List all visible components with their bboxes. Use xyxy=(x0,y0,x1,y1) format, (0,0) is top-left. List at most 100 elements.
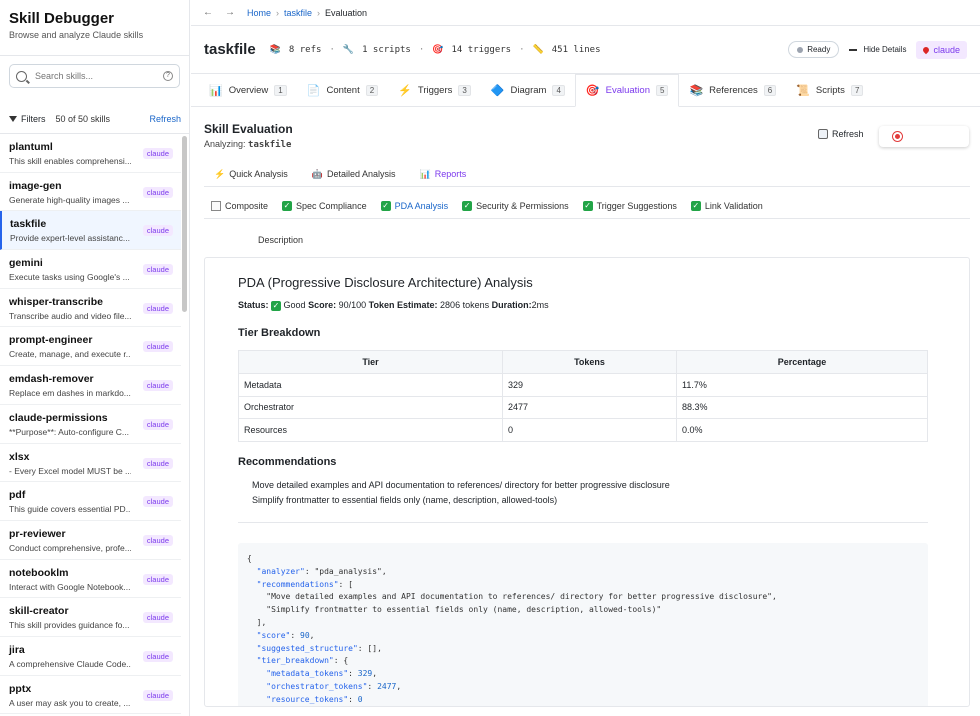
skill-source-badge: claude xyxy=(142,650,173,662)
check-tab-link-validation[interactable]: ✓ Link Validation xyxy=(684,197,770,218)
table-header-cell: Percentage xyxy=(676,350,928,374)
subtab-detailed-analysis[interactable]: 🤖 Detailed Analysis xyxy=(302,163,406,186)
help-icon[interactable]: ? xyxy=(163,71,173,81)
skill-source-badge: claude xyxy=(142,225,173,237)
tab-evaluation[interactable]: 🎯 Evaluation 5 xyxy=(574,74,680,107)
robot-icon: 🤖 xyxy=(311,169,323,179)
filters-button[interactable]: Filters xyxy=(21,113,46,124)
skill-list-item[interactable]: claude-permissions **Purpose**: Auto-conf… xyxy=(0,405,181,444)
check-tab-label: PDA Analysis xyxy=(394,201,449,211)
check-tab-trigger-suggestions[interactable]: ✓ Trigger Suggestions xyxy=(576,197,684,218)
forward-arrow-icon[interactable]: → xyxy=(225,7,235,18)
tab-label: Triggers xyxy=(417,84,453,96)
skill-description: Replace em dashes in markdo... xyxy=(9,388,131,399)
json-line: "suggested_structure": [], xyxy=(256,643,382,653)
chart-icon: 📊 xyxy=(419,169,431,179)
skill-list-item[interactable]: pptx A user may ask you to create, ... cla… xyxy=(0,676,181,715)
skill-list-item[interactable]: prompt-engineer Create, manage, and execu… xyxy=(0,327,181,367)
skill-list-item[interactable]: xlsx - Every Excel model MUST be ... claud… xyxy=(0,444,181,483)
tab-label: References xyxy=(709,84,758,96)
skill-source-badge: claude xyxy=(142,689,173,701)
skill-name: whisper-transcribe xyxy=(9,295,103,308)
hide-details-button[interactable]: Hide Details xyxy=(849,45,906,54)
breadcrumb-home[interactable]: Home xyxy=(247,7,272,18)
document-icon xyxy=(211,201,221,211)
minus-icon xyxy=(849,48,858,51)
skill-description: **Purpose**: Auto-configure C... xyxy=(9,426,130,437)
tab-overview[interactable]: 📊 Overview 1 xyxy=(199,74,297,106)
check-tab-label: Spec Compliance xyxy=(296,201,367,211)
check-tab-label: Trigger Suggestions xyxy=(596,201,677,211)
json-line: "resource_tokens": 0 xyxy=(266,694,363,704)
skill-name: skill-creator xyxy=(9,605,69,618)
skill-list-item[interactable]: pr-reviewer Conduct comprehensive, profe.… xyxy=(0,521,181,560)
lines-count: 451 lines xyxy=(551,44,601,55)
skill-description: This skill enables comprehensi... xyxy=(9,156,131,166)
table-cell: 329 xyxy=(502,373,677,397)
user-name: claude xyxy=(933,44,960,55)
tab-references[interactable]: 📚 References 6 xyxy=(679,74,786,106)
status-label: Status: xyxy=(238,300,269,310)
subtab-quick-analysis[interactable]: ⚡ Quick Analysis xyxy=(204,163,298,186)
subtab-reports[interactable]: 📊 Reports xyxy=(410,163,477,186)
check-tab-spec-compliance[interactable]: ✓ Spec Compliance xyxy=(275,197,374,218)
skill-name: emdash-remover xyxy=(9,373,94,386)
sidebar-scrollbar[interactable] xyxy=(182,136,187,312)
skill-description: A user may ask you to create, ... xyxy=(9,697,131,708)
tier-table: Tier Tokens Percentage Metadata 329 11.7% Orc… xyxy=(238,350,928,442)
skill-list-item[interactable]: emdash-remover Replace em dashes in markd… xyxy=(0,366,181,405)
table-cell: 0.0% xyxy=(676,418,928,442)
meta-separator: · xyxy=(519,44,525,55)
tab-diagram[interactable]: 🔷 Diagram 4 xyxy=(481,74,575,106)
search-input[interactable] xyxy=(35,71,163,81)
check-tab-pda-analysis[interactable]: ✓ PDA Analysis xyxy=(374,197,456,218)
skill-list-item[interactable]: image-gen Generate high-quality images ..… xyxy=(0,173,181,212)
ruler-icon: 📏 xyxy=(532,44,544,55)
evaluation-refresh-button[interactable]: Refresh xyxy=(818,129,864,139)
tab-label: Scripts xyxy=(815,84,845,96)
skill-list-item[interactable]: notebooklm Interact with Google Notebook.… xyxy=(0,560,181,599)
json-line: "analyzer": "pda_analysis", xyxy=(256,566,387,576)
check-icon: ✓ xyxy=(582,201,593,211)
skill-source-badge: claude xyxy=(142,534,173,546)
breadcrumb-skill[interactable]: taskfile xyxy=(284,7,313,18)
table-row: Metadata 329 11.7% xyxy=(238,373,928,397)
score-value: 90/100 xyxy=(338,300,367,310)
pin-icon xyxy=(922,45,931,54)
skill-list-item[interactable]: gemini Execute tasks using Google's ... cl… xyxy=(0,250,181,289)
target-icon: 🎯 xyxy=(432,44,444,55)
tab-triggers[interactable]: ⚡ Triggers 3 xyxy=(388,74,481,106)
skill-description: Transcribe audio and video file... xyxy=(9,310,131,321)
skill-source-badge: claude xyxy=(142,148,173,159)
refs-count: 8 refs xyxy=(288,44,322,55)
filter-icon[interactable] xyxy=(9,115,17,122)
skill-list-item[interactable]: taskfile Provide expert-level assistanc..… xyxy=(0,211,181,251)
skill-list-item[interactable]: plantuml This skill enables comprehensi..… xyxy=(0,134,181,173)
report-title: PDA (Progressive Disclosure Architecture… xyxy=(238,275,533,290)
back-arrow-icon[interactable]: ← xyxy=(203,7,213,18)
skill-list-item[interactable]: skill-creator This skill provides guidanc… xyxy=(0,598,181,637)
check-tab-composite[interactable]: Composite xyxy=(204,197,275,218)
skill-list: plantuml This skill enables comprehensi..… xyxy=(0,134,181,715)
json-line: "Simplify frontmatter to essential field… xyxy=(247,605,662,615)
analysis-subtabs: ⚡ Quick Analysis 🤖 Detailed Analysis 📊 Report… xyxy=(204,163,970,187)
sidebar-refresh-link[interactable]: Refresh xyxy=(149,113,181,124)
table-cell: Resources xyxy=(238,418,503,442)
skill-source-badge: claude xyxy=(142,380,173,392)
document-icon: 📄 xyxy=(306,84,321,97)
tab-scripts[interactable]: 📜 Scripts 7 xyxy=(786,74,873,106)
check-icon: ✓ xyxy=(380,201,391,211)
check-tab-security-permissions[interactable]: ✓ Security & Permissions xyxy=(455,197,576,218)
table-cell: Orchestrator xyxy=(238,395,503,419)
search-box[interactable]: ? xyxy=(9,64,180,88)
skill-list-item[interactable]: pdf This guide covers essential PD... clau… xyxy=(0,482,181,521)
json-line: ], xyxy=(247,617,267,627)
user-badge[interactable]: claude xyxy=(916,40,967,59)
run-evaluation-button[interactable] xyxy=(879,126,969,147)
tab-content[interactable]: 📄 Content 2 xyxy=(297,74,388,106)
report-status-line: Status: ✓ Good Score: 90/100 Token Estim… xyxy=(238,300,549,311)
json-line: "score": 90, xyxy=(256,630,315,640)
skill-list-item[interactable]: whisper-transcribe Transcribe audio and v… xyxy=(0,289,181,328)
skill-name: gemini xyxy=(9,257,43,270)
skill-list-item[interactable]: jira A comprehensive Claude Code... claude xyxy=(0,637,181,676)
